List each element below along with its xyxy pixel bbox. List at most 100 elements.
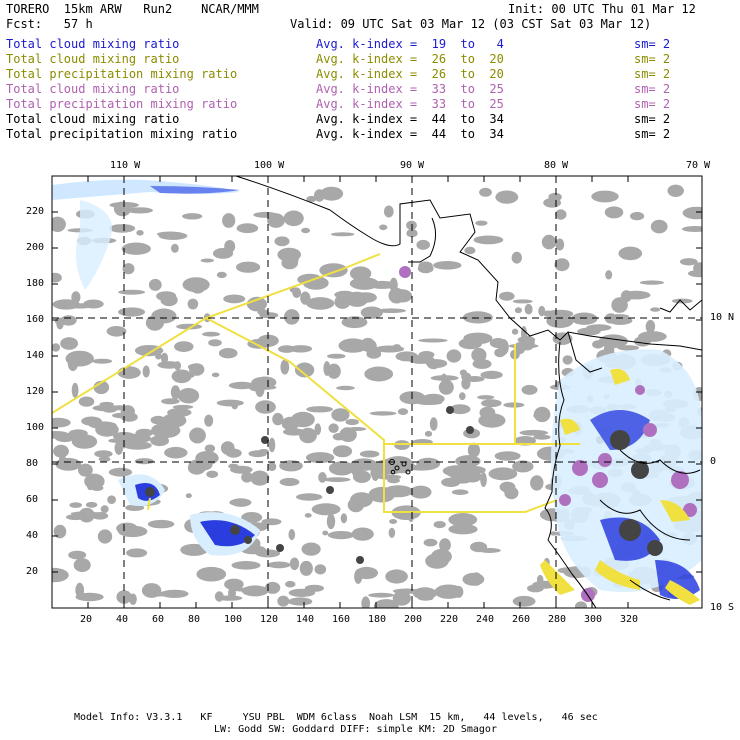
cloud-patch: [248, 450, 267, 458]
cloud-patch: [693, 262, 702, 274]
cloud-patch: [555, 238, 565, 251]
cloud-patch: [672, 298, 693, 304]
lat-lon-grid: [52, 176, 702, 608]
lon-label-80w: 80 W: [544, 160, 569, 171]
cloud-patch: [608, 316, 633, 325]
cloud-patch: [100, 505, 109, 513]
cloud-patch: [160, 589, 189, 598]
west-convection: [118, 474, 260, 556]
cloud-patch: [318, 472, 327, 483]
forecast-hour: Fcst: 57 h: [6, 17, 93, 31]
cloud-patch: [327, 353, 346, 359]
cloud-patch: [60, 337, 78, 350]
cloud-patch: [283, 428, 305, 436]
cloud-patch: [68, 429, 88, 438]
cloud-patch: [280, 359, 290, 375]
x-tick-label: 200: [404, 614, 423, 625]
cloud-patch: [554, 258, 570, 272]
cloud-patch: [341, 316, 368, 329]
cloud-patch: [52, 216, 66, 232]
legend-sm: sm= 2: [634, 112, 671, 126]
cloud-patch: [488, 467, 518, 481]
cloud-patch: [471, 467, 480, 475]
cloud-patch: [113, 201, 132, 217]
cloud-patch: [330, 232, 355, 237]
cloud-patch: [164, 446, 188, 459]
cloud-patch: [223, 294, 246, 304]
cloud-patch: [236, 261, 261, 273]
cloud-patch: [499, 291, 515, 301]
cloud-patch: [204, 444, 216, 453]
cloud-patch: [368, 592, 395, 598]
x-tick-label: 60: [152, 614, 165, 625]
cloud-patch: [52, 567, 69, 583]
cloud-patch: [470, 572, 483, 586]
cloud-patch: [682, 206, 702, 220]
lat-label-10s: 10 S: [710, 602, 735, 613]
cloud-patch: [639, 280, 665, 285]
x-tick-label: 280: [548, 614, 567, 625]
x-tick-label: 300: [584, 614, 603, 625]
cloud-patch: [480, 472, 487, 488]
cloud-patch: [147, 519, 175, 529]
axis-ticks: [52, 176, 702, 608]
convective-core: [356, 556, 364, 564]
cloud-patch: [461, 372, 472, 381]
cloud-patch: [383, 205, 394, 218]
cloud-patch: [481, 399, 502, 408]
cloud-patch: [134, 458, 154, 465]
legend-field: Total cloud mixing ratio: [6, 52, 180, 66]
cloud-patch: [112, 412, 131, 419]
cloud-patch: [224, 578, 244, 590]
cloud-patch: [288, 529, 296, 541]
init-time: Init: 00 UTC Thu 01 Mar 12: [508, 2, 696, 16]
cloud-patch: [231, 400, 239, 410]
cloud-patch: [397, 408, 409, 415]
cloud-patch: [98, 456, 111, 462]
cloud-patch: [519, 429, 549, 436]
convective-core: [466, 426, 474, 434]
cloud-patch: [164, 415, 186, 424]
x-tick-label: 80: [188, 614, 201, 625]
cloud-patch: [71, 434, 98, 449]
cloud-patch: [418, 595, 434, 601]
legend-sm: sm= 2: [634, 127, 671, 141]
coastlines: [235, 176, 702, 608]
cloud-patch: [296, 493, 323, 501]
cloud-patch: [538, 305, 546, 317]
cloud-patch: [503, 402, 525, 408]
cloud-patch: [541, 234, 557, 250]
cloud-patch: [314, 189, 325, 202]
cloud-patch: [304, 513, 312, 518]
cloud-patch: [301, 227, 311, 234]
y-tick-label: 120: [26, 386, 45, 397]
cloud-patch: [407, 464, 436, 471]
cloud-patch: [423, 538, 438, 547]
cloud-patch: [562, 355, 573, 365]
cloud-patch: [174, 341, 194, 352]
cloud-patch: [511, 328, 519, 335]
cloud-patch: [291, 411, 315, 428]
cloud-patch: [65, 303, 94, 309]
cloud-patch: [142, 365, 150, 378]
cloud-patch: [350, 492, 373, 508]
x-tick-label: 140: [296, 614, 315, 625]
cloud-patch: [171, 243, 179, 253]
cloud-patch: [204, 414, 214, 427]
cloud-patch: [241, 471, 253, 483]
cloud-patch: [473, 235, 504, 245]
cloud-patch: [151, 422, 181, 439]
cloud-patch: [443, 467, 462, 476]
x-tick-label: 20: [80, 614, 93, 625]
cloud-patch: [341, 427, 352, 436]
cloud-patch: [351, 527, 374, 541]
cloud-patch: [118, 289, 146, 295]
y-tick-label: 200: [26, 242, 45, 253]
cloud-patch: [222, 213, 236, 228]
cloud-patch: [477, 395, 495, 400]
cloud-patch: [78, 507, 95, 523]
cloud-patch: [134, 528, 147, 534]
model-title: TORERO 15km ARW Run2 NCAR/MMM: [6, 2, 259, 16]
cloud-patch: [216, 399, 244, 407]
cloud-patch: [650, 307, 661, 312]
